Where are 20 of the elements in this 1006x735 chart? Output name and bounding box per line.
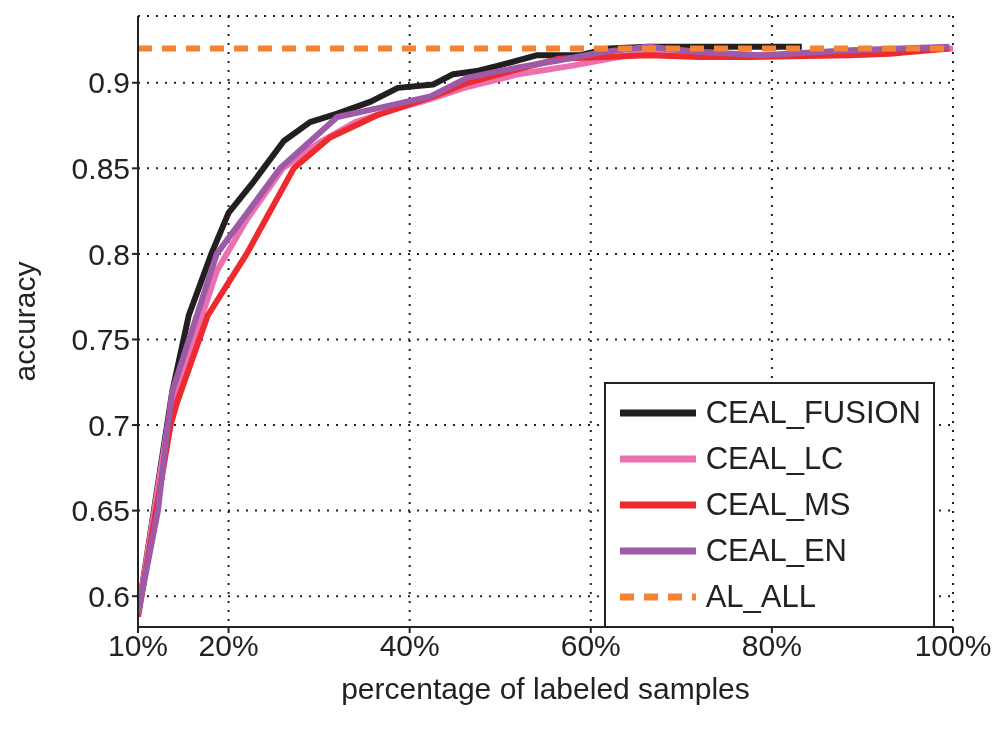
y-tick-label: 0.6 [88,579,130,613]
legend-label: CEAL_FUSION [705,395,921,431]
y-tick-label: 0.75 [71,323,130,357]
legend-label: CEAL_LC [705,441,844,477]
x-tick-label: 80% [741,629,802,663]
x-axis-title: percentage of labeled samples [341,672,750,705]
x-tick-label: 10% [107,629,169,663]
x-tick-label: 20% [198,629,259,663]
legend-label: CEAL_EN [705,533,847,569]
y-tick-label: 0.7 [88,408,130,442]
x-tick-label: 40% [379,629,440,663]
x-tick-label: 100% [914,629,992,663]
y-tick-label: 0.8 [88,237,130,271]
x-tick-label: 60% [560,629,621,663]
legend-label: CEAL_MS [705,487,851,523]
y-tick-label: 0.65 [71,494,130,528]
y-tick-label: 0.85 [71,151,130,185]
legend-label: AL_ALL [705,579,816,615]
y-axis-title: accuracy [7,261,41,382]
y-tick-label: 0.9 [88,66,130,100]
